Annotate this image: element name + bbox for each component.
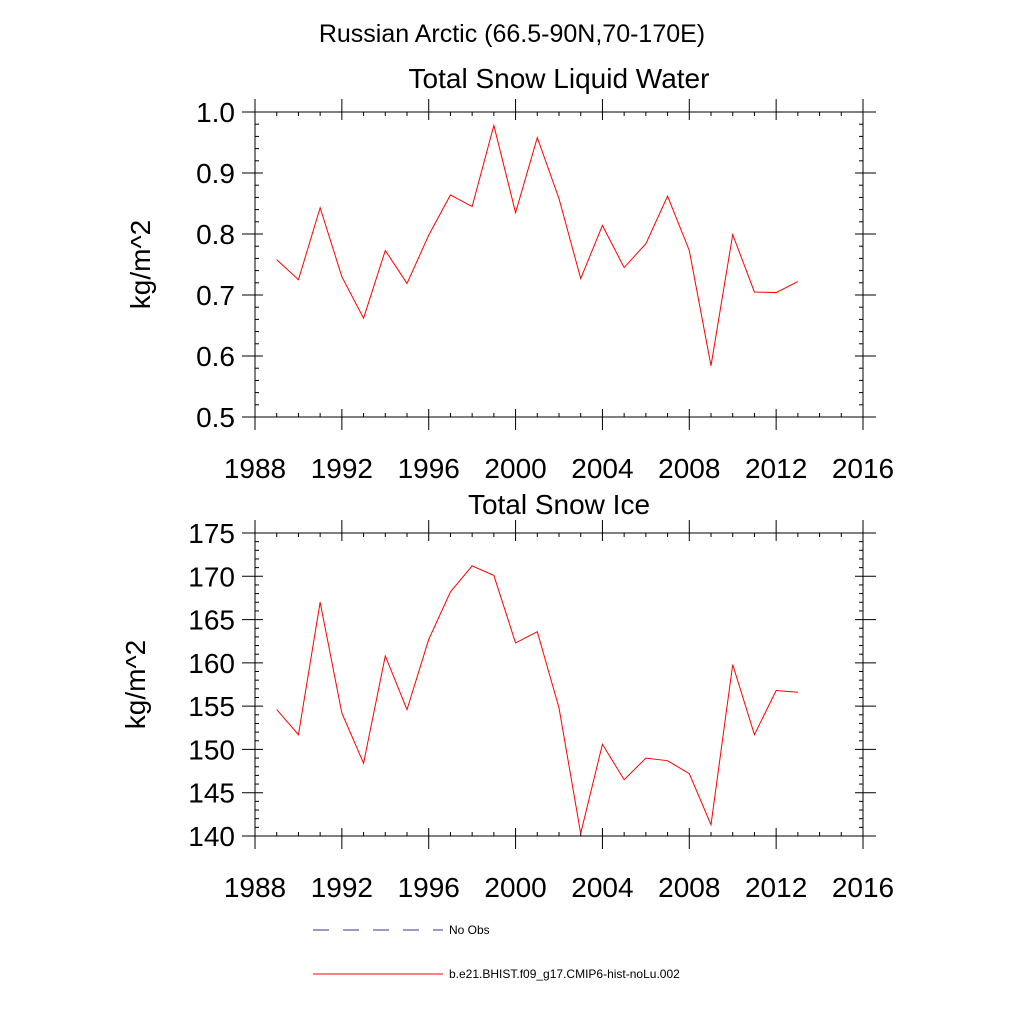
chart-title: Total Snow Ice [468, 489, 650, 520]
series-line-0 [276, 565, 798, 834]
legend: No Obs b.e21.BHIST.f09_g17.CMIP6-hist-no… [313, 923, 680, 981]
x-tick-label: 1996 [398, 453, 460, 484]
panel-snow-ice: Total Snow Ice kg/m^2 1988 1992 1996 2000 2004… [120, 489, 894, 903]
x-tick-label: 2008 [658, 872, 720, 903]
y-tick-label: 150 [188, 734, 235, 765]
y-tick-label: 0.8 [196, 219, 235, 250]
chart-title: Total Snow Liquid Water [409, 63, 710, 94]
x-tick-label: 2004 [571, 872, 633, 903]
y-axis-label: kg/m^2 [125, 220, 156, 309]
x-tick-label: 2016 [832, 453, 894, 484]
legend-label-no-obs: No Obs [449, 923, 490, 937]
y-tick-label: 175 [188, 518, 235, 549]
series-line-0 [276, 123, 799, 366]
legend-label-model: b.e21.BHIST.f09_g17.CMIP6-hist-noLu.002 [449, 967, 680, 981]
y-tick-label: 0.9 [196, 158, 235, 189]
y-tick-label: 145 [188, 778, 235, 809]
x-tick-label: 2004 [571, 453, 633, 484]
x-tick-label: 1992 [311, 872, 373, 903]
x-tick-label: 2012 [745, 453, 807, 484]
figure-suptitle: Russian Arctic (66.5-90N,70-170E) [319, 20, 705, 48]
x-tick-label: 1992 [311, 453, 373, 484]
x-tick-label: 2012 [745, 872, 807, 903]
y-tick-label: 140 [188, 821, 235, 852]
y-tick-label: 0.7 [196, 280, 235, 311]
x-tick-label: 1988 [224, 872, 286, 903]
y-tick-label: 155 [188, 691, 235, 722]
x-tick-label: 2008 [658, 453, 720, 484]
y-tick-label: 160 [188, 648, 235, 679]
y-axis-label: kg/m^2 [120, 640, 151, 729]
x-tick-label: 1988 [224, 453, 286, 484]
y-tick-label: 1.0 [196, 97, 235, 128]
plot-frame [254, 111, 864, 418]
x-tick-label: 2000 [484, 453, 546, 484]
y-tick-label: 0.6 [196, 341, 235, 372]
x-tick-label: 2000 [484, 872, 546, 903]
panel-snow-liquid-water: Total Snow Liquid Water kg/m^2 1988 1992 199… [125, 63, 894, 484]
y-tick-label: 0.5 [196, 402, 235, 433]
x-tick-label: 2016 [832, 872, 894, 903]
x-tick-label: 1996 [398, 872, 460, 903]
y-tick-label: 165 [188, 605, 235, 636]
y-tick-label: 170 [188, 561, 235, 592]
plot-frame [254, 532, 864, 837]
